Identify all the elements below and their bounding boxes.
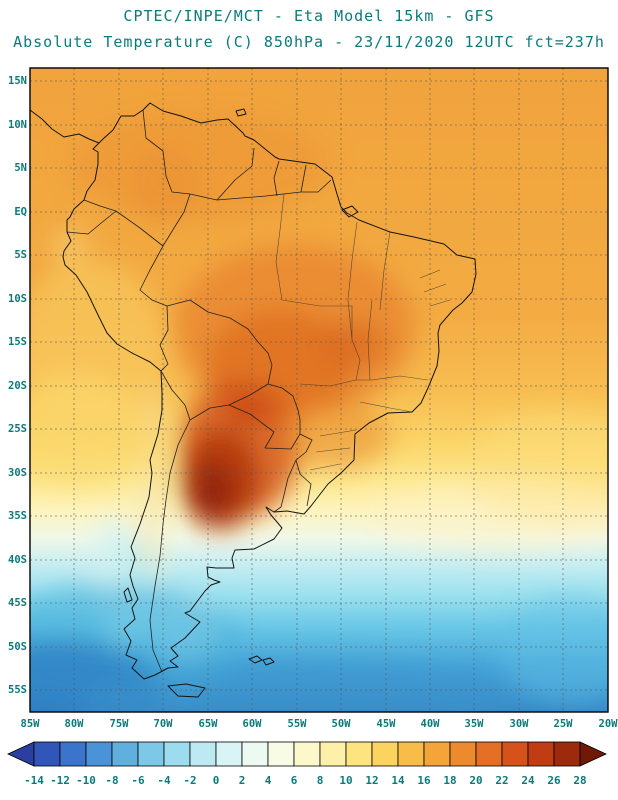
colorbar-tick-label: -14 [24, 774, 44, 787]
colorbar-arrow-left [7, 741, 35, 767]
colorbar-segment [33, 741, 61, 767]
lat-label: 20S [8, 380, 27, 392]
colorbar-segment [345, 741, 373, 767]
lat-label: 40S [8, 554, 27, 566]
lat-label: 5N [14, 162, 27, 174]
colorbar-segment [527, 741, 555, 767]
lat-label: 10S [8, 293, 27, 305]
colorbar-segment [111, 741, 139, 767]
colorbar-tick-label: -12 [50, 774, 70, 787]
lon-label: 35W [465, 718, 485, 730]
colorbar-segment [449, 741, 477, 767]
lat-label: 15S [8, 336, 27, 348]
title-line-2: Absolute Temperature (C) 850hPa - 23/11/… [13, 33, 605, 51]
colorbar-segment [137, 741, 165, 767]
lat-label: 45S [8, 597, 27, 609]
colorbar-tick-label: 24 [521, 774, 535, 787]
colorbar-segment [553, 741, 581, 767]
longitude-axis: 85W 80W 75W 70W 65W 60W 55W 50W 45W 40W … [21, 718, 618, 730]
lon-label: 40W [421, 718, 441, 730]
colorbar-tick-label: -4 [157, 774, 171, 787]
lon-label: 55W [288, 718, 308, 730]
lat-label: 15N [8, 75, 27, 87]
colorbar-tick-label: 22 [495, 774, 508, 787]
title-line-1: CPTEC/INPE/MCT - Eta Model 15km - GFS [123, 7, 494, 25]
map-frame [29, 67, 609, 713]
colorbar-tick-label: 4 [265, 774, 272, 787]
colorbar-arrow-right [579, 741, 607, 767]
lon-label: 20W [599, 718, 618, 730]
colorbar-tick-label: -10 [76, 774, 96, 787]
grid-lines [30, 68, 608, 712]
colorbar-tick-label: 12 [365, 774, 378, 787]
lat-label: 35S [8, 510, 27, 522]
colorbar: -14 -12 -10 -8 -6 -4 -2 0 2 4 6 8 10 12 … [7, 741, 607, 787]
colorbar-segment [371, 741, 399, 767]
colorbar-tick-label: 10 [339, 774, 352, 787]
colorbar-segment [397, 741, 425, 767]
colorbar-segment [189, 741, 217, 767]
colorbar-tick-label: 8 [317, 774, 324, 787]
colorbar-tick-label: 20 [469, 774, 482, 787]
lon-label: 65W [199, 718, 219, 730]
temperature-field [30, 68, 608, 712]
latitude-axis: 15N 10N 5N EQ 5S 10S 15S 20S 25S 30S 35S… [8, 75, 27, 696]
colorbar-tick-label: -6 [131, 774, 145, 787]
lat-label: 50S [8, 641, 27, 653]
lon-label: 80W [65, 718, 85, 730]
lon-label: 25W [554, 718, 574, 730]
colorbar-segment [215, 741, 243, 767]
coastline [30, 102, 477, 698]
lat-label: 5S [14, 249, 27, 261]
colorbar-segment [475, 741, 503, 767]
lon-label: 70W [154, 718, 174, 730]
colorbar-tick-label: 26 [547, 774, 561, 787]
lon-label: 45W [377, 718, 397, 730]
lon-label: 30W [510, 718, 530, 730]
colorbar-segment [163, 741, 191, 767]
colorbar-tick-label: 0 [213, 774, 220, 787]
lon-label: 60W [243, 718, 263, 730]
lat-label: EQ [14, 206, 27, 218]
colorbar-tick-label: 18 [443, 774, 456, 787]
colorbar-segment [267, 741, 295, 767]
lat-label: 10N [8, 119, 27, 131]
lon-label: 75W [110, 718, 130, 730]
lat-label: 30S [8, 467, 27, 479]
colorbar-segment [241, 741, 269, 767]
colorbar-segment [423, 741, 451, 767]
colorbar-tick-label: 2 [239, 774, 246, 787]
colorbar-segment [59, 741, 87, 767]
colorbar-segment [501, 741, 529, 767]
colorbar-tick-label: -2 [183, 774, 196, 787]
colorbar-segment [293, 741, 321, 767]
lon-label: 50W [332, 718, 352, 730]
colorbar-tick-label: 16 [417, 774, 431, 787]
country-borders [66, 109, 332, 673]
colorbar-segment [319, 741, 347, 767]
lat-label: 25S [8, 423, 27, 435]
colorbar-tick-label: 6 [291, 774, 298, 787]
state-borders [275, 193, 451, 471]
colorbar-tick-label: -8 [105, 774, 118, 787]
colorbar-tick-label: 28 [573, 774, 586, 787]
lon-label: 85W [21, 718, 41, 730]
colorbar-segment [85, 741, 113, 767]
colorbar-tick-label: 14 [391, 774, 405, 787]
lat-label: 55S [8, 684, 27, 696]
